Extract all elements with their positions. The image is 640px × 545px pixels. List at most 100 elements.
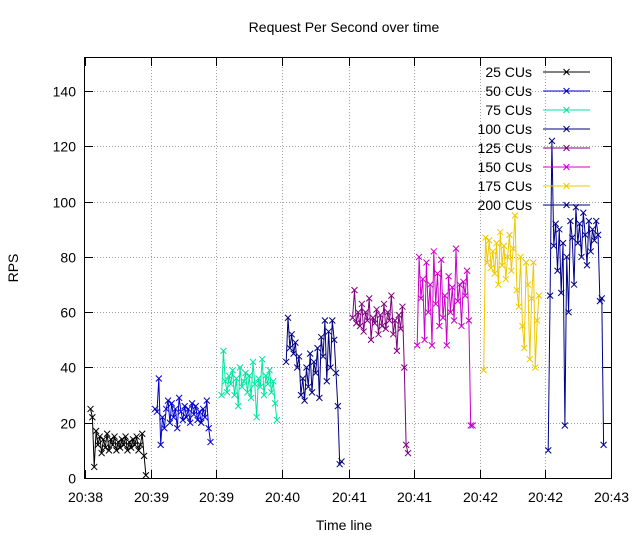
y-tick-label: 40 [60, 360, 76, 376]
data-point [585, 217, 593, 225]
legend-label: 150 CUs [478, 159, 532, 175]
data-point [495, 281, 502, 288]
data-point [236, 364, 244, 371]
data-point [301, 397, 308, 404]
data-point [321, 317, 329, 324]
series-175-cus [480, 212, 543, 374]
data-point [378, 322, 386, 330]
data-point [100, 435, 107, 443]
data-point [498, 261, 506, 269]
y-tick-label: 0 [68, 471, 76, 487]
data-point [129, 435, 137, 443]
legend-marker [563, 144, 570, 152]
data-point [177, 408, 185, 416]
data-point [563, 253, 571, 261]
data-point [445, 272, 452, 280]
data-point [434, 270, 441, 277]
data-point [351, 286, 358, 294]
y-tick-label: 20 [60, 416, 76, 432]
data-point [330, 336, 338, 344]
data-point [240, 377, 248, 385]
data-point [328, 317, 336, 324]
data-point [159, 413, 166, 421]
legend-marker [563, 106, 570, 114]
x-tick-label: 20:42 [463, 489, 498, 505]
data-point [568, 234, 576, 241]
data-point [140, 452, 148, 460]
data-point [290, 350, 297, 358]
data-point [397, 325, 404, 333]
data-point [262, 372, 270, 380]
data-point [565, 308, 572, 316]
data-point [522, 259, 530, 266]
data-point [456, 281, 464, 288]
data-point [419, 275, 427, 283]
data-point [153, 408, 161, 416]
data-point [299, 375, 307, 382]
data-point [194, 416, 201, 424]
data-point [175, 394, 183, 402]
data-point [423, 259, 430, 266]
data-point [247, 394, 255, 402]
data-point [190, 411, 198, 418]
data-point [583, 261, 591, 269]
data-point [404, 449, 412, 457]
data-point [273, 416, 281, 424]
data-point [567, 217, 574, 225]
data-point [507, 267, 515, 275]
data-point [293, 364, 301, 371]
data-point [164, 397, 172, 404]
data-point [528, 295, 535, 302]
data-point [436, 322, 443, 330]
series-150-cus [413, 245, 476, 429]
data-point [107, 435, 115, 443]
data-point [391, 317, 399, 324]
legend-label: 50 CUs [485, 83, 532, 99]
data-point [367, 336, 375, 344]
data-point [127, 444, 135, 451]
data-point [255, 375, 262, 382]
data-point [430, 248, 438, 255]
data-point [138, 430, 146, 438]
data-point [232, 375, 240, 382]
legend-entry: 25 CUs [485, 64, 590, 80]
data-point [482, 234, 489, 241]
legend: 25 CUs 50 CUs 75 CUs 100 CUs 125 CUs 150 CUs 1… [478, 64, 590, 213]
data-point [550, 242, 558, 250]
y-axis-label: RPS [5, 254, 21, 283]
data-point [197, 419, 205, 427]
data-point [166, 419, 174, 427]
y-tick-label: 80 [60, 250, 76, 266]
data-point [120, 441, 128, 449]
data-point [161, 424, 168, 432]
data-point [417, 295, 425, 302]
data-point [592, 217, 600, 225]
data-point [242, 369, 249, 377]
data-point [317, 333, 325, 341]
data-point [458, 322, 465, 330]
data-point [386, 317, 393, 324]
data-point [365, 295, 373, 302]
legend-marker [563, 87, 570, 95]
data-point [225, 372, 233, 380]
data-point [467, 422, 475, 429]
data-point [249, 358, 257, 366]
data-point [181, 402, 189, 410]
data-point [552, 220, 559, 228]
data-point [561, 422, 569, 429]
data-point [131, 441, 139, 449]
data-point [203, 397, 211, 404]
data-point [260, 391, 268, 399]
series-100-cus [282, 314, 345, 468]
data-point [581, 231, 589, 239]
data-point [271, 400, 279, 407]
data-point [98, 449, 105, 457]
y-tick-label: 140 [53, 84, 77, 100]
data-point [459, 278, 467, 286]
data-point [234, 402, 242, 410]
legend-label: 75 CUs [485, 102, 532, 118]
data-point [201, 413, 209, 421]
data-point [87, 405, 94, 413]
data-point [480, 366, 488, 374]
